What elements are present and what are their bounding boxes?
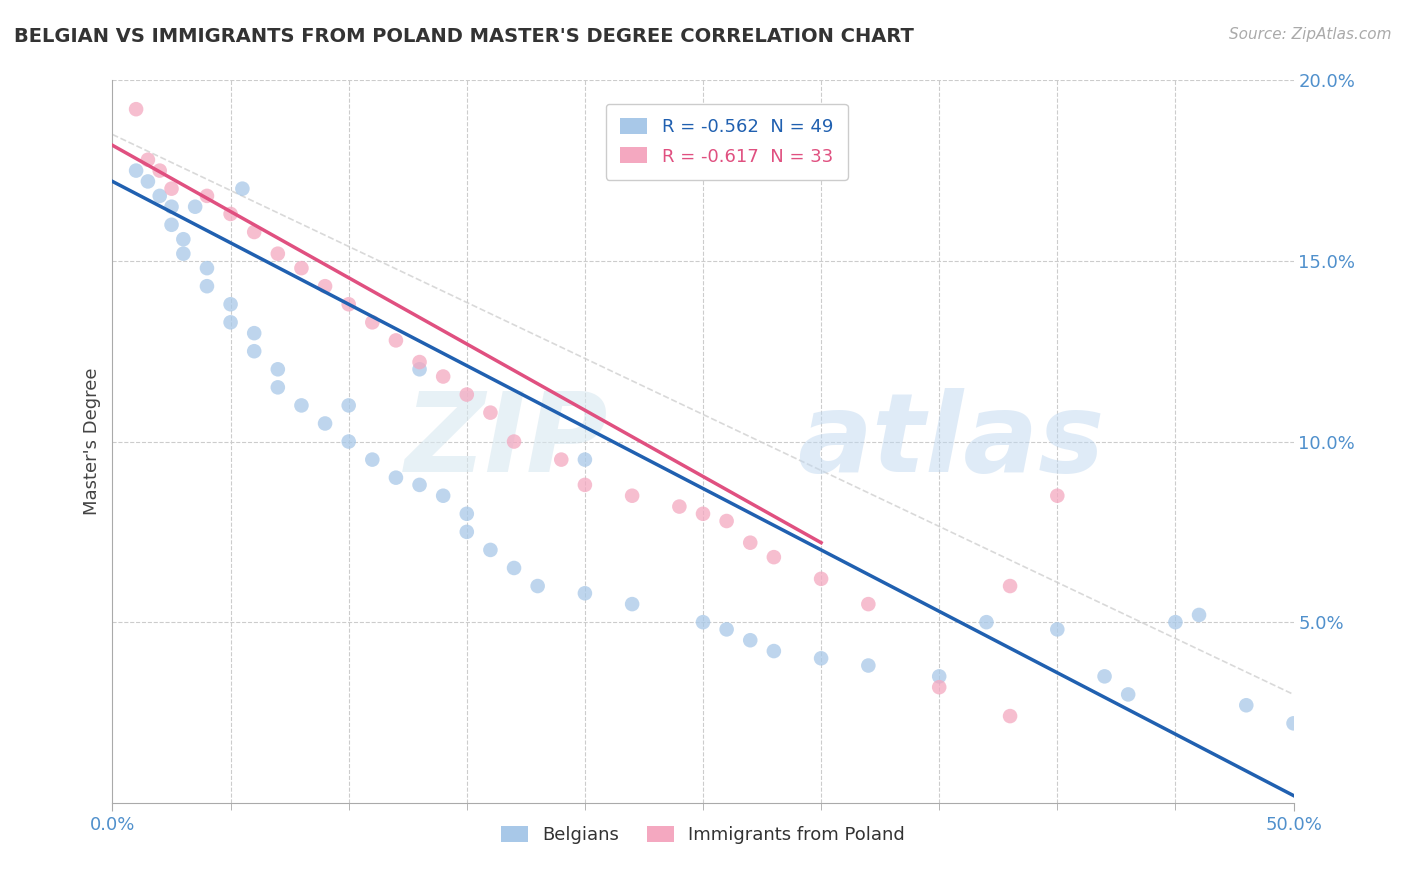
Point xyxy=(195,261,218,276)
Point xyxy=(314,279,336,293)
Point xyxy=(149,189,172,203)
Text: atlas: atlas xyxy=(797,388,1105,495)
Point xyxy=(740,633,762,648)
Point xyxy=(740,535,762,549)
Point xyxy=(928,669,950,683)
Point xyxy=(408,478,430,492)
Point xyxy=(668,500,690,514)
Point xyxy=(219,207,242,221)
Point xyxy=(136,153,159,167)
Point xyxy=(762,550,785,565)
Point xyxy=(172,232,194,246)
Point xyxy=(928,680,950,694)
Point xyxy=(762,644,785,658)
Point xyxy=(621,597,644,611)
Point xyxy=(1188,607,1211,622)
Point xyxy=(385,471,408,485)
Point xyxy=(361,315,384,329)
Point xyxy=(385,334,408,348)
Point xyxy=(267,246,290,260)
Point xyxy=(195,189,218,203)
Point xyxy=(361,452,384,467)
Point xyxy=(503,561,526,575)
Point xyxy=(267,380,290,394)
Point xyxy=(337,297,360,311)
Point xyxy=(550,452,572,467)
Point xyxy=(456,507,478,521)
Point xyxy=(858,658,880,673)
Point xyxy=(290,398,312,412)
Point xyxy=(231,182,253,196)
Point xyxy=(160,200,183,214)
Text: BELGIAN VS IMMIGRANTS FROM POLAND MASTER'S DEGREE CORRELATION CHART: BELGIAN VS IMMIGRANTS FROM POLAND MASTER… xyxy=(14,27,914,45)
Point xyxy=(998,709,1021,723)
Point xyxy=(160,182,183,196)
Point xyxy=(479,406,502,420)
Point xyxy=(1046,623,1069,637)
Point xyxy=(125,163,148,178)
Point xyxy=(136,174,159,188)
Point xyxy=(976,615,998,630)
Point xyxy=(998,579,1021,593)
Text: ZIP: ZIP xyxy=(405,388,609,495)
Point xyxy=(184,200,207,214)
Point xyxy=(1094,669,1116,683)
Point xyxy=(1234,698,1257,713)
Point xyxy=(716,514,738,528)
Point xyxy=(479,542,502,557)
Point xyxy=(243,326,266,340)
Point xyxy=(314,417,336,431)
Point xyxy=(1282,716,1305,731)
Point xyxy=(290,261,312,276)
Point xyxy=(172,55,194,70)
Point xyxy=(1164,615,1187,630)
Point xyxy=(172,246,194,260)
Point xyxy=(337,398,360,412)
Point xyxy=(243,344,266,359)
Point xyxy=(456,524,478,539)
Point xyxy=(716,623,738,637)
Point xyxy=(574,452,596,467)
Point xyxy=(526,579,548,593)
Point xyxy=(810,651,832,665)
Point xyxy=(621,489,644,503)
Text: Source: ZipAtlas.com: Source: ZipAtlas.com xyxy=(1229,27,1392,42)
Legend: Belgians, Immigrants from Poland: Belgians, Immigrants from Poland xyxy=(494,819,912,852)
Point xyxy=(692,507,714,521)
Point xyxy=(408,355,430,369)
Point xyxy=(692,615,714,630)
Point xyxy=(219,315,242,329)
Point xyxy=(160,218,183,232)
Point xyxy=(810,572,832,586)
Point xyxy=(574,478,596,492)
Point xyxy=(337,434,360,449)
Point xyxy=(432,489,454,503)
Point xyxy=(1046,489,1069,503)
Point xyxy=(267,362,290,376)
Point xyxy=(408,362,430,376)
Point xyxy=(195,279,218,293)
Point xyxy=(149,163,172,178)
Point xyxy=(858,597,880,611)
Point xyxy=(1116,687,1139,701)
Point xyxy=(432,369,454,384)
Point xyxy=(219,297,242,311)
Point xyxy=(243,225,266,239)
Point xyxy=(574,586,596,600)
Y-axis label: Master's Degree: Master's Degree xyxy=(83,368,101,516)
Point xyxy=(456,387,478,401)
Point xyxy=(503,434,526,449)
Point xyxy=(125,102,148,116)
